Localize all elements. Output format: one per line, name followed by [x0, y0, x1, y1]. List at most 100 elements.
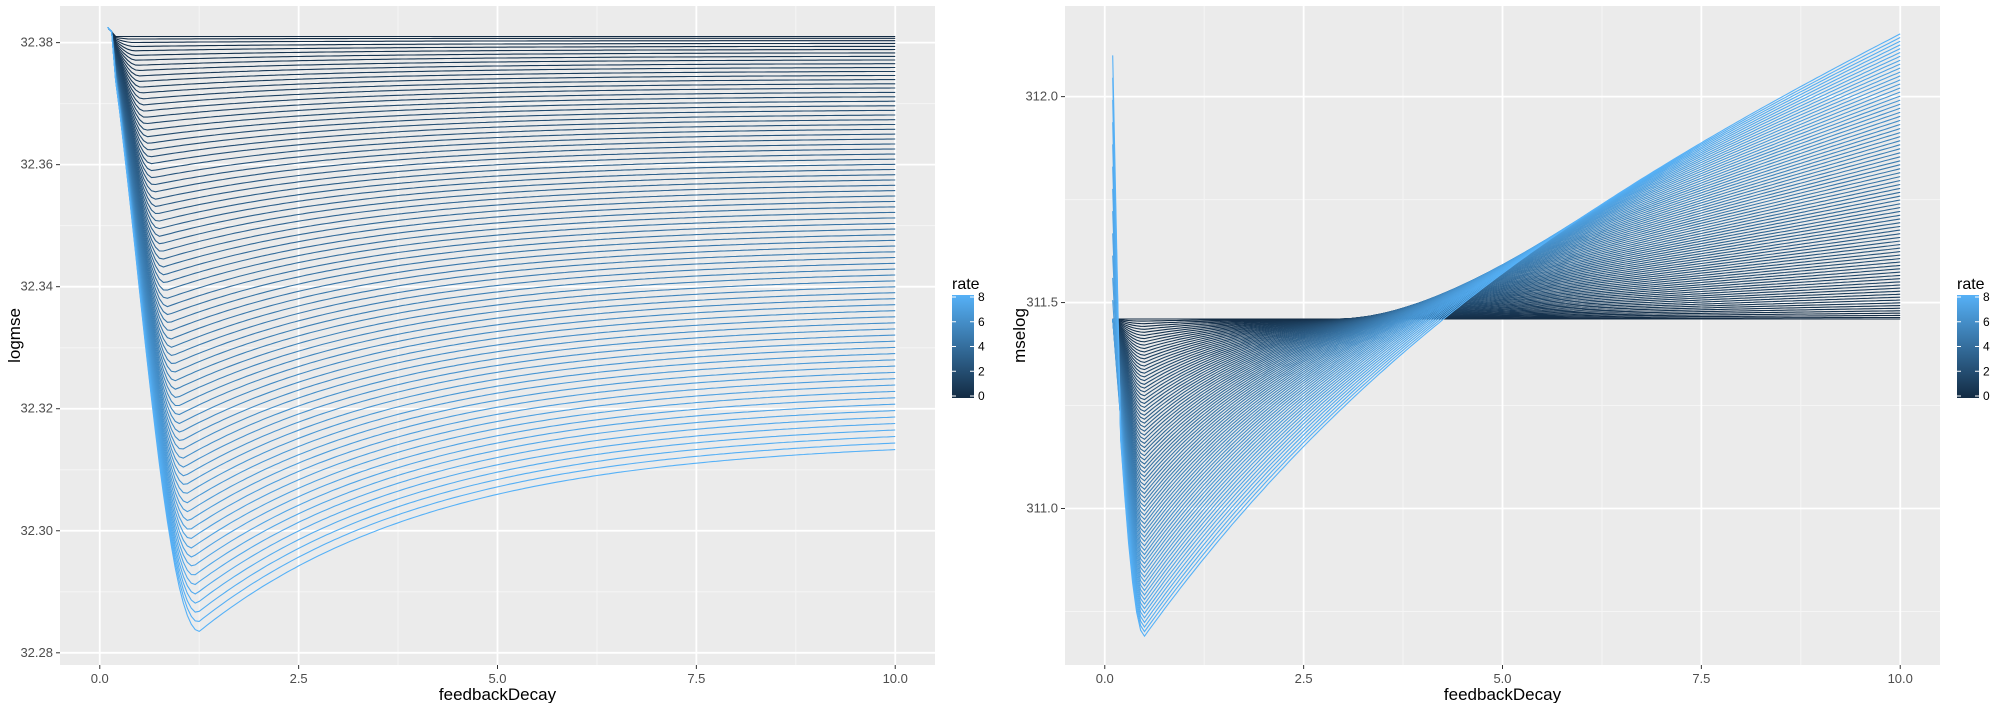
series-line-rate-2.73	[107, 27, 896, 193]
y-tick-label: 32.32	[20, 401, 53, 416]
y-tick-label: 311.5	[1026, 295, 1058, 310]
series-line-rate-4.56	[107, 27, 896, 331]
series-line-rate-7.39	[107, 27, 896, 576]
series-line-rate-6.28	[107, 27, 896, 477]
series-line-rate-4.66	[1112, 164, 1901, 491]
series-line-rate-7.19	[107, 27, 896, 558]
series-line-rate-3.04	[1112, 225, 1901, 424]
series-line-rate-1.42	[107, 27, 896, 106]
legend-tick-label: 2	[1983, 364, 1990, 378]
series-line-rate-2.13	[107, 27, 896, 151]
series-lines	[1112, 33, 1901, 638]
series-line-rate-6.78	[107, 27, 896, 522]
series-line-rate-2.94	[107, 27, 896, 207]
series-line-rate-1.92	[107, 27, 896, 138]
series-line-rate-0.51	[107, 27, 896, 56]
series-line-rate-4.05	[107, 27, 896, 291]
series-line-rate-0.10	[1112, 316, 1901, 322]
series-line-rate-1.11	[107, 27, 896, 88]
x-tick-label: 10.0	[883, 671, 908, 686]
series-line-rate-7.49	[1112, 52, 1901, 615]
series-line-rate-1.82	[1112, 268, 1901, 378]
series-line-rate-0.10	[107, 27, 896, 40]
series-line-rate-3.04	[107, 27, 896, 215]
series-line-rate-2.43	[107, 27, 896, 172]
series-line-rate-3.14	[107, 27, 896, 222]
y-tick-label: 312.0	[1025, 89, 1058, 104]
series-line-rate-4.96	[107, 27, 896, 364]
series-line-rate-1.52	[1112, 278, 1901, 367]
series-line-rate-6.08	[107, 27, 896, 459]
series-line-rate-2.63	[1112, 240, 1901, 409]
series-line-rate-3.65	[107, 27, 896, 260]
series-line-rate-4.25	[107, 27, 896, 308]
y-tick-label: 32.30	[20, 523, 53, 538]
legend-tick-label: 0	[978, 389, 985, 403]
series-line-rate-0.30	[1112, 312, 1901, 327]
series-line-rate-7.90	[1112, 37, 1901, 633]
series-line-rate-1.32	[1112, 284, 1901, 360]
series-line-rate-4.05	[1112, 187, 1901, 465]
series-line-rate-4.35	[1112, 176, 1901, 478]
x-tick-label: 2.5	[290, 671, 308, 686]
series-line-rate-3.54	[107, 27, 896, 252]
series-line-rate-7.80	[107, 27, 896, 613]
series-line-rate-2.53	[1112, 244, 1901, 405]
series-line-rate-6.48	[107, 27, 896, 494]
series-line-rate-1.22	[1112, 287, 1901, 356]
series-line-rate-6.18	[107, 27, 896, 468]
series-line-rate-4.46	[1112, 172, 1901, 482]
series-line-rate-5.87	[107, 27, 896, 441]
y-axis-label: logmse	[5, 308, 24, 363]
series-line-rate-0.91	[107, 27, 896, 77]
series-line-rate-0.20	[107, 27, 896, 44]
series-line-rate-3.75	[107, 27, 896, 268]
x-axis-label: feedbackDecay	[439, 685, 557, 703]
legend-title: rate	[1957, 276, 1985, 293]
y-tick-label: 32.28	[20, 645, 53, 660]
series-line-rate-3.34	[107, 27, 896, 237]
legend-colorbar	[952, 295, 974, 398]
series-line-rate-0.41	[1112, 310, 1901, 330]
series-line-rate-1.62	[1112, 274, 1901, 371]
y-tick-label: 32.36	[20, 157, 53, 172]
y-axis-label: mselog	[1010, 308, 1029, 363]
series-line-rate-7.09	[107, 27, 896, 549]
series-line-rate-1.52	[107, 27, 896, 112]
series-line-rate-2.13	[1112, 258, 1901, 389]
x-tick-label: 10.0	[1888, 671, 1913, 686]
series-line-rate-6.68	[107, 27, 896, 513]
series-line-rate-4.15	[107, 27, 896, 299]
series-line-rate-3.14	[1112, 222, 1901, 428]
series-line-rate-7.80	[1112, 40, 1901, 628]
series-line-rate-2.84	[107, 27, 896, 200]
x-axis-label: feedbackDecay	[1444, 685, 1562, 703]
series-line-rate-3.54	[1112, 207, 1901, 445]
series-line-rate-7.59	[107, 27, 896, 595]
series-line-rate-3.44	[1112, 210, 1901, 440]
series-line-rate-5.57	[107, 27, 896, 416]
series-line-rate-6.38	[107, 27, 896, 485]
series-line-rate-2.33	[107, 27, 896, 165]
series-line-rate-3.24	[1112, 218, 1901, 432]
series-line-rate-7.49	[107, 27, 896, 586]
y-tick-label: 32.34	[20, 279, 53, 294]
x-tick-label: 7.5	[687, 671, 705, 686]
legend-tick-label: 0	[1983, 389, 1990, 403]
series-line-rate-0.81	[1112, 299, 1901, 343]
legend-tick-label: 6	[1983, 315, 1990, 329]
series-line-rate-1.72	[107, 27, 896, 125]
series-line-rate-5.47	[107, 27, 896, 407]
series-line-rate-7.59	[1112, 48, 1901, 619]
series-line-rate-2.84	[1112, 233, 1901, 416]
series-line-rate-1.92	[1112, 264, 1901, 382]
series-line-rate-1.82	[107, 27, 896, 131]
series-line-rate-3.24	[107, 27, 896, 230]
x-tick-label: 5.0	[1493, 671, 1511, 686]
series-line-rate-4.15	[1112, 183, 1901, 469]
right-chart: 0.0 2.5 5.0 7.5 10.0 311.0 311.5 312.0 feedbackD…	[1010, 6, 1990, 703]
series-line-rate-7.70	[107, 27, 896, 604]
series-line-rate-6.99	[107, 27, 896, 539]
